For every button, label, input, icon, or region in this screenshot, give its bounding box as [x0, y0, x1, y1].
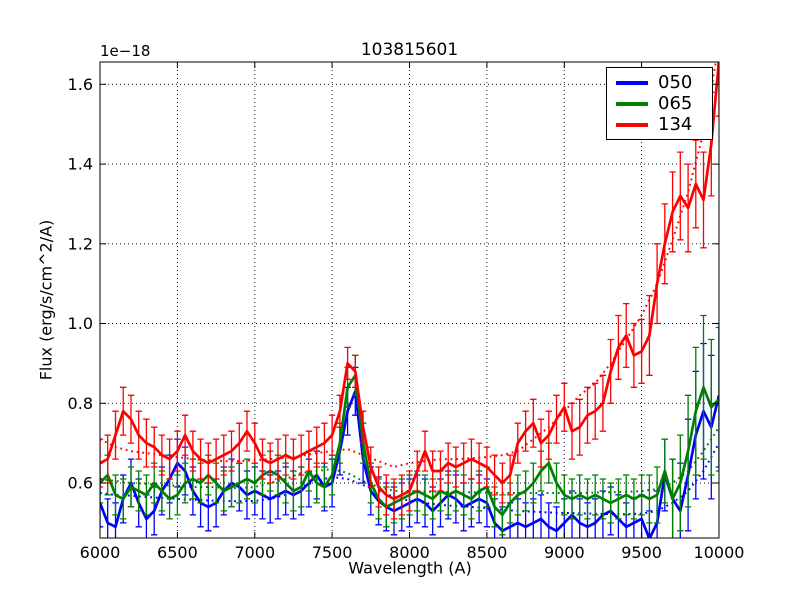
legend-label-050: 050	[658, 72, 693, 93]
x-tick-label: 7500	[312, 543, 353, 562]
tick-labels: 6000 6500 7000 7500 8000 8500 9000 9500 10000 0.6…	[68, 75, 745, 562]
plot-title: 103815601	[360, 40, 459, 60]
legend-label-065: 065	[658, 93, 693, 114]
legend-line-065	[616, 101, 648, 106]
y-tick-label: 1.6	[68, 75, 93, 94]
x-tick-label: 9500	[621, 543, 662, 562]
x-tick-label: 9000	[544, 543, 585, 562]
x-tick-label: 10000	[694, 543, 745, 562]
y-axis-offset-label: 1e−18	[100, 42, 151, 60]
y-tick-label: 1.0	[68, 314, 93, 333]
y-tick-label: 0.6	[68, 474, 93, 493]
legend-entry-134: 134	[607, 114, 712, 135]
legend-entry-065: 065	[607, 93, 712, 114]
x-tick-label: 8000	[389, 543, 430, 562]
legend-line-050	[616, 80, 648, 85]
legend: 050 065 134	[606, 67, 713, 140]
y-tick-label: 1.2	[68, 234, 93, 253]
data-layer	[100, 62, 719, 538]
x-tick-label: 7000	[234, 543, 275, 562]
legend-label-134: 134	[658, 114, 693, 135]
series-line-134	[100, 62, 719, 501]
legend-entry-050: 050	[607, 72, 712, 93]
x-axis-label: Wavelength (A)	[348, 558, 472, 578]
y-tick-label: 1.4	[68, 155, 93, 174]
y-axis-label: Flux (erg/s/cm^2/A)	[36, 219, 56, 381]
x-tick-label: 6000	[80, 543, 121, 562]
axes-frame	[99, 61, 720, 539]
legend-line-134	[616, 122, 648, 127]
y-tick-label: 0.8	[68, 394, 93, 413]
x-tick-label: 8500	[467, 543, 508, 562]
x-tick-label: 6500	[157, 543, 198, 562]
